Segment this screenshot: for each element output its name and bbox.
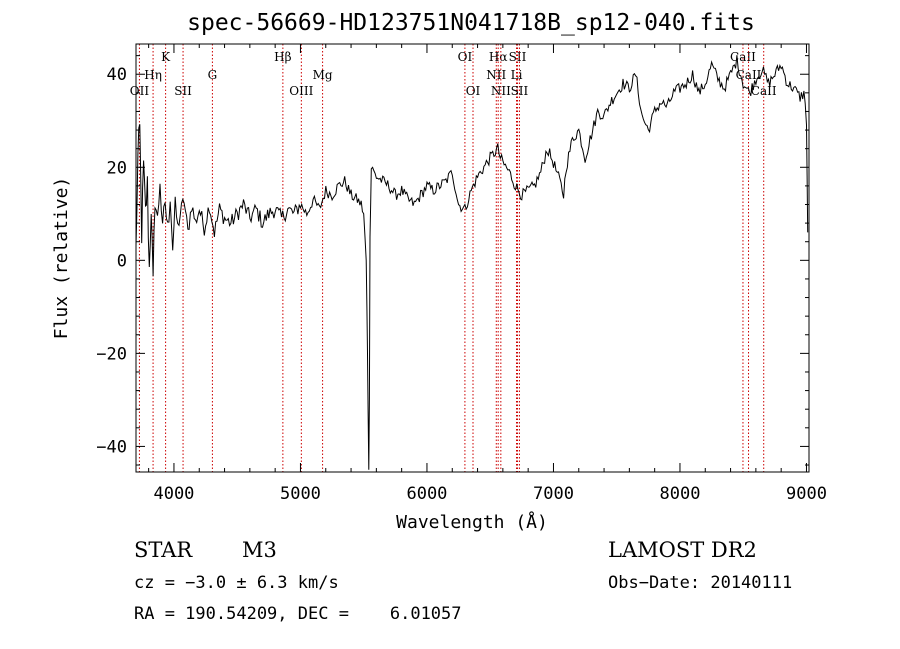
line-marker-label: CaII [751,84,777,98]
line-marker-label: SII [511,84,529,98]
series-layer [135,55,809,470]
line-marker-label: Hη [144,68,162,82]
line-marker-label: CaII [730,50,756,64]
y-tick-label: 40 [107,65,127,85]
line-marker-label: K [161,50,171,64]
x-tick-label: 8000 [659,484,700,504]
y-tick-label: 0 [117,251,127,271]
x-tick-label: 7000 [533,484,574,504]
x-tick-label: 6000 [406,484,447,504]
x-tick-label: 5000 [280,484,321,504]
y-tick-label: −20 [96,344,127,364]
line-marker-label: OI [466,84,481,98]
y-tick-label: 20 [107,158,127,178]
line-marker-label: OIII [289,84,313,98]
y-tick-label: −40 [96,437,127,457]
chart-title: spec-56669-HD123751N041718B_sp12-040.fit… [187,10,755,36]
line-marker-label: CaII [736,68,762,82]
line-marker-label: G [208,68,218,82]
coords-label: RA = 190.54209, DEC = 6.01057 [134,604,462,624]
x-axis-label: Wavelength (Å) [396,511,548,533]
line-markers: OIIHηKSIIGHβOIIIMgOIOINIIHαNIILiSIISIICa… [130,44,777,472]
obs-date-label: Obs−Date: 20140111 [608,573,793,593]
spectrum-line [135,55,809,470]
subclass-label: M3 [242,538,277,562]
class-label: STAR [134,538,193,562]
line-marker-label: Hα [489,50,508,64]
line-marker-label: SII [509,50,527,64]
line-marker-label: Hβ [274,50,291,64]
x-tick-label: 4000 [153,484,194,504]
line-marker-label: Mg [313,68,333,82]
cz-label: cz = −3.0 ± 6.3 km/s [134,573,339,593]
plot-frame [135,43,810,473]
line-marker-label: OI [458,50,473,64]
x-tick-label: 9000 [786,484,827,504]
line-marker-label: NII [491,84,511,98]
line-marker-label: NII [486,68,506,82]
line-marker-label: SII [174,84,192,98]
line-marker-label: Li [511,68,523,82]
y-axis-label: Flux (relative) [51,177,72,340]
survey-label: LAMOST DR2 [608,538,757,562]
axes: 4000 5000 6000 7000 8000 9000 −40 −20 0 20 40 [96,44,827,504]
line-marker-label: OII [130,84,150,98]
